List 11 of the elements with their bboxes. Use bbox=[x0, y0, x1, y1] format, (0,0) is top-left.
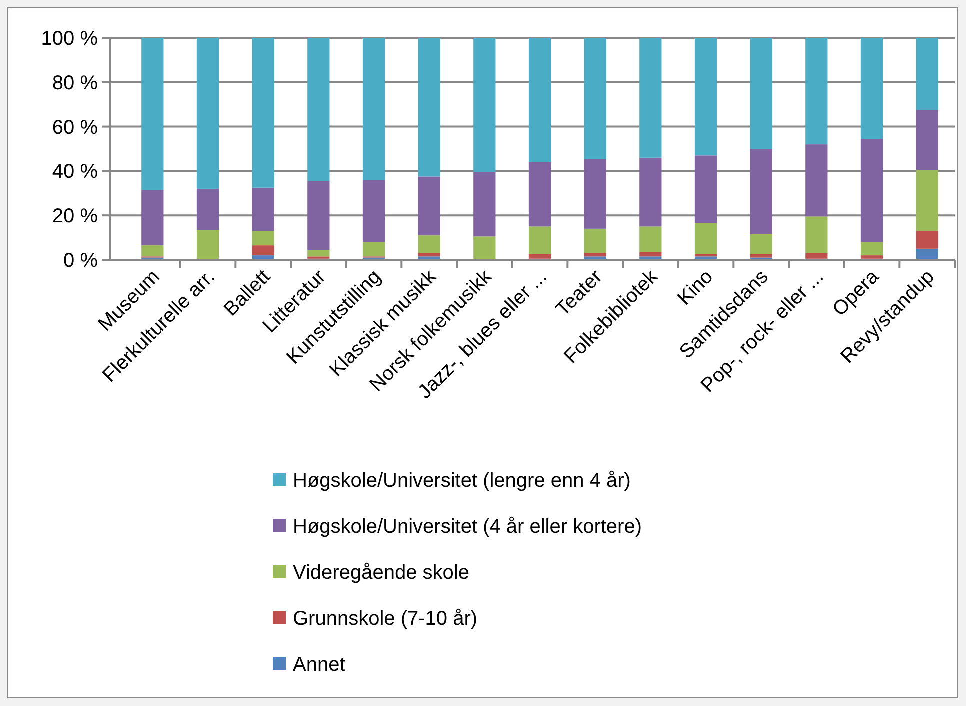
legend-label: Høgskole/Universitet (4 år eller kortere) bbox=[293, 516, 642, 538]
y-tick-label: 100 % bbox=[41, 28, 98, 50]
y-tick-label: 20 % bbox=[52, 206, 98, 228]
legend-label: Grunnskole (7-10 år) bbox=[293, 608, 478, 630]
y-tick-label: 40 % bbox=[52, 161, 98, 184]
legend-label: Annet bbox=[293, 654, 346, 676]
y-tick-label: 60 % bbox=[52, 116, 98, 139]
y-tick-label: 80 % bbox=[52, 72, 98, 94]
legend-label: Høgskole/Universitet (lengre enn 4 år) bbox=[293, 470, 631, 492]
legend-label: Videregående skole bbox=[293, 562, 470, 584]
y-tick-label: 0 % bbox=[64, 250, 98, 272]
